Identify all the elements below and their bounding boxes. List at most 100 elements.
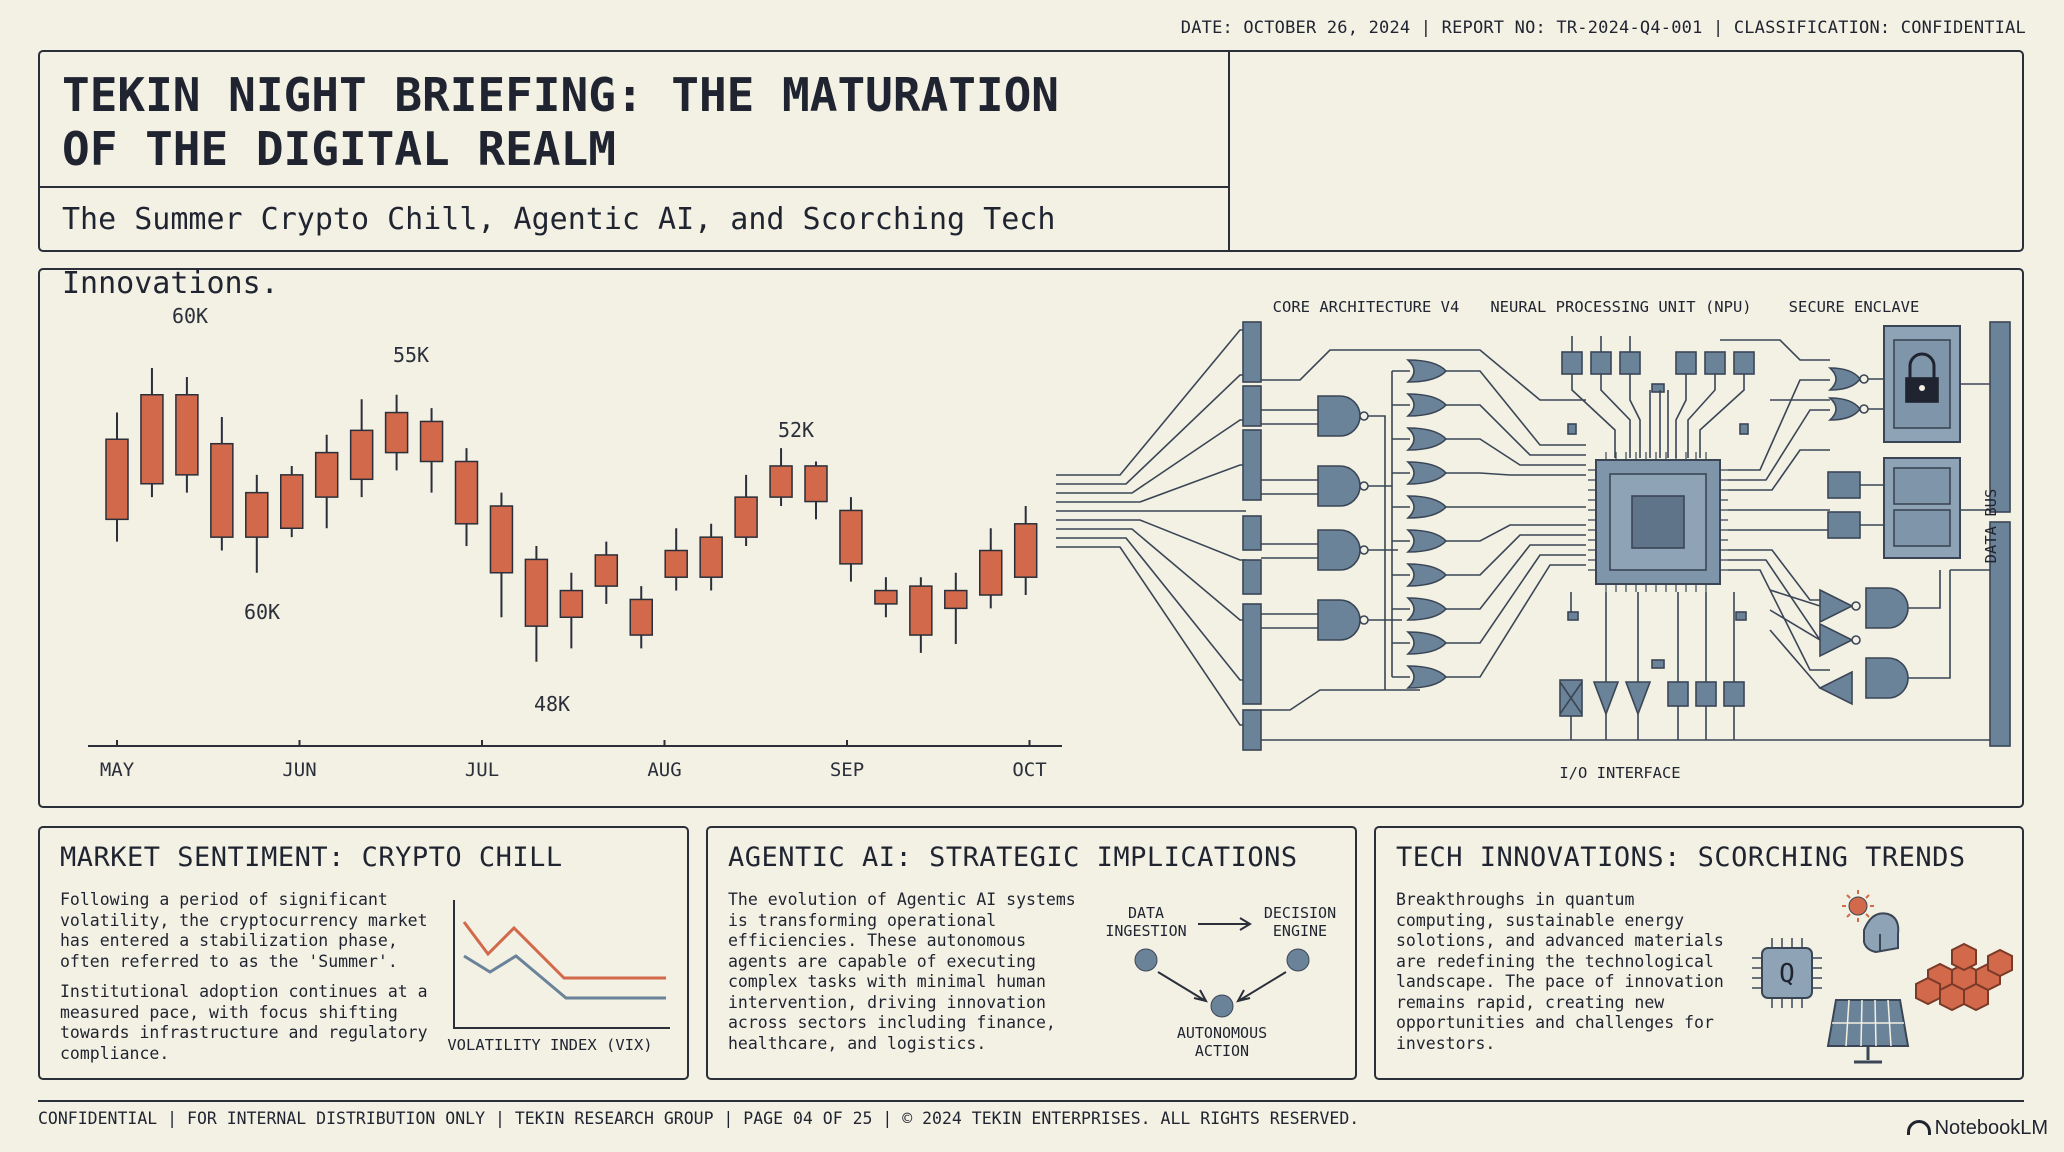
chip-pins [1588,452,1728,592]
candle-body [1013,523,1038,578]
market-paragraph-2: Institutional adoption continues at a me… [60,982,428,1063]
candle-body [280,474,304,530]
header-box: TEKIN NIGHT BRIEFING: THE MATURATION OF … [38,50,2024,301]
candle-body [559,589,584,618]
report-meta: DATE: OCTOBER 26, 2024 | REPORT NO: TR-2… [1180,18,2026,38]
input-bus-blocks [1242,321,1262,751]
label-npu: NEURAL PROCESSING UNIT (NPU) [1490,298,1751,316]
tech-panel-title: TECH INNOVATIONS: SCORCHING TRENDS [1396,842,1966,873]
io-interface-blocks [1559,611,1747,717]
market-sentiment-panel: MARKET SENTIMENT: CRYPTO CHILL Following… [38,826,689,1080]
annotation-60k-low: 60K [244,600,280,624]
node-data-ingestion [1134,948,1158,972]
node-data-ingestion-line2: INGESTION [1105,922,1186,940]
market-panel-title: MARKET SENTIMENT: CRYPTO CHILL [60,842,563,873]
x-tick-label: AUG [647,759,681,781]
main-figure-box: MAY JUN JUL AUG SEP OCT 60K 60K 55K 48K 52K [38,268,2024,808]
label-core-architecture: CORE ARCHITECTURE V4 [1273,298,1460,316]
brand-label: NotebookLM [1934,1117,2048,1139]
candle-body [489,505,514,574]
vix-mini-chart: VOLATILITY INDEX (VIX) [447,900,670,1054]
arrow-ingest-to-engine [1198,917,1252,931]
candle-body [524,558,549,627]
label-io-interface: I/O INTERFACE [1559,764,1680,782]
candle-body [314,451,339,498]
candle-body [664,549,688,578]
candle-body [105,438,129,521]
candle-body [175,394,199,476]
candle-body [734,496,758,538]
candle-body [594,554,619,587]
arrow-engine-to-action [1236,971,1287,1003]
candle-body [140,394,164,485]
node-autonomous-action-line2: ACTION [1195,1042,1249,1060]
vix-axes [453,900,670,1029]
annotation-52k: 52K [778,418,814,442]
or-gates-col2 [1405,359,1448,689]
node-autonomous-action-line1: AUTONOMOUS [1177,1024,1267,1042]
x-tick-label: SEP [830,759,864,781]
vix-line-blue [463,954,666,1000]
output-gates [1818,367,1909,706]
candle-body [629,598,653,636]
candle-body [909,585,933,636]
and-gates-col1 [1317,395,1369,641]
solar-panel-icon [1826,999,1910,1064]
quantum-q-letter: Q [1779,959,1795,989]
candle-body [979,549,1003,596]
candlestick-chart [105,368,1038,662]
tech-paragraph-1: Breakthroughs in quantum computing, sust… [1396,890,1724,1053]
sun-icon [1842,890,1874,922]
candle-body [454,460,479,525]
chip-input-wires [1446,370,1586,678]
x-tick-label: MAY [100,759,135,781]
x-axis-ticks: MAY JUN JUL AUG SEP OCT [100,740,1047,781]
vix-label: VOLATILITY INDEX (VIX) [447,1036,652,1054]
node-decision-engine-line2: ENGINE [1273,922,1327,940]
title-line-2: OF THE DIGITAL REALM [62,122,616,176]
circuit-diagram [1056,321,2011,751]
annotation-55k: 55K [393,343,429,367]
brand: NotebookLM [1906,1117,2048,1140]
candle-body [419,420,444,463]
wind-turbine-icon [1863,912,1900,954]
npu-top-pins [1561,351,1755,435]
arrow-ingest-to-action [1157,971,1208,1003]
data-bus [1989,321,2011,747]
candle-body [349,429,374,481]
title-line-1: TEKIN NIGHT BRIEFING: THE MATURATION [62,68,1059,122]
market-panel-text: Following a period of significant volati… [60,890,440,1074]
agentic-paragraph-1: The evolution of Agentic AI systems is t… [728,890,1076,1053]
candle-body [944,589,968,610]
node-decision-engine [1286,948,1310,972]
agentic-panel-title: AGENTIC AI: STRATEGIC IMPLICATIONS [728,842,1298,873]
label-data-bus: DATA BUS [1982,489,2000,564]
node-autonomous-action [1210,994,1234,1018]
x-tick-label: JUL [465,759,499,781]
candle-body [769,465,793,498]
candle-body [384,411,409,454]
label-secure-enclave: SECURE ENCLAVE [1789,298,1920,316]
candle-body [699,536,723,578]
market-paragraph-1: Following a period of significant volati… [60,890,428,971]
vix-line-orange [462,921,666,980]
agentic-panel-text: The evolution of Agentic AI systems is t… [728,890,1088,1064]
node-data-ingestion-line1: DATA [1128,904,1164,922]
nanomaterial-lattice-icon [1915,942,2013,1012]
candle-body [245,491,269,538]
npu-chip [1595,459,1721,585]
page-subtitle: The Summer Crypto Chill, Agentic AI, and… [40,188,1230,301]
agent-flow-diagram: DATA INGESTION DECISION ENGINE AUTONOMOU… [1105,904,1336,1060]
main-figure: MAY JUN JUL AUG SEP OCT 60K 60K 55K 48K 52K [88,298,2011,782]
quantum-chip-icon: Q [1752,938,1822,1008]
x-tick-label: OCT [1012,759,1046,781]
agentic-ai-panel: AGENTIC AI: STRATEGIC IMPLICATIONS The e… [706,826,1357,1080]
annotation-48k: 48K [534,692,570,716]
annotation-60k-high: 60K [172,304,208,328]
tech-innovations-panel: TECH INNOVATIONS: SCORCHING TRENDS Break… [1374,826,2024,1080]
secure-enclave [1883,325,1961,559]
candle-body [804,465,828,503]
footer-text: CONFIDENTIAL | FOR INTERNAL DISTRIBUTION… [38,1109,1360,1128]
page-title: TEKIN NIGHT BRIEFING: THE MATURATION OF … [40,52,1230,188]
x-tick-label: JUN [282,759,316,781]
